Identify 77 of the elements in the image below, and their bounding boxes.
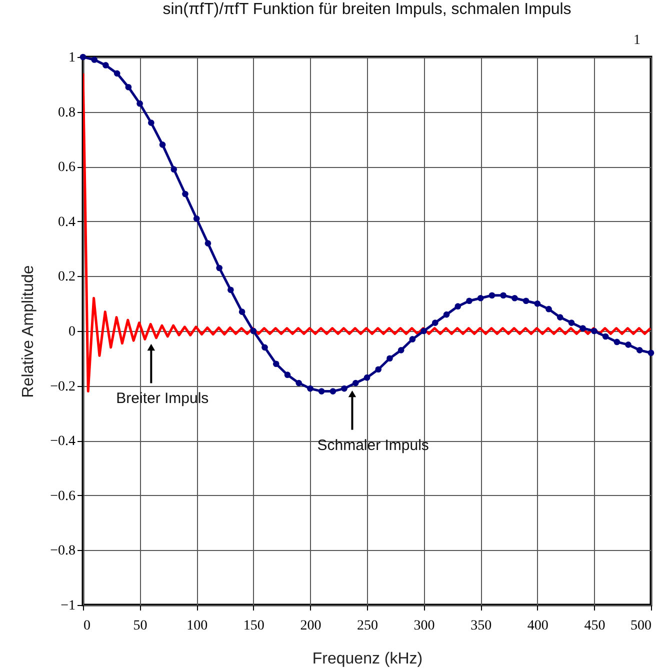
point (341, 385, 348, 392)
x-tick-label: 0 (84, 618, 90, 634)
y-tick-label: −0.8 (50, 544, 76, 559)
point (420, 328, 427, 334)
point (614, 338, 620, 346)
point (216, 264, 222, 272)
y-tick-label: 0.2 (58, 270, 76, 285)
x-tick-label: 350 (470, 618, 492, 634)
point (114, 70, 120, 77)
point (159, 142, 166, 148)
point (648, 350, 654, 356)
point (125, 84, 132, 90)
point (182, 190, 188, 198)
point (568, 320, 575, 326)
text: 1 (634, 33, 640, 48)
point (580, 325, 586, 332)
point (443, 311, 450, 318)
point (296, 380, 302, 386)
point (398, 347, 404, 354)
point (432, 320, 438, 326)
point (330, 388, 336, 394)
point (284, 372, 291, 378)
point (170, 166, 178, 172)
y-tick-label: 0.4 (58, 214, 76, 230)
point (591, 328, 598, 334)
x-tick-label: 150 (243, 618, 264, 634)
point (556, 314, 564, 320)
y-tick-label: −0.6 (50, 488, 76, 504)
x-axis-title: Frequenz (kHz) (312, 650, 423, 668)
point (272, 360, 280, 368)
point (386, 355, 393, 362)
point (307, 385, 314, 392)
point (352, 380, 359, 386)
point (364, 374, 370, 381)
y-tick-label: −1 (60, 598, 76, 614)
point (534, 300, 541, 307)
y-tick-label: 0 (68, 324, 76, 340)
point (512, 294, 518, 302)
x-tick-label: 200 (300, 618, 322, 634)
point (602, 333, 609, 340)
point (228, 286, 234, 294)
point (204, 240, 212, 246)
point (136, 100, 143, 107)
point (625, 342, 632, 348)
point (193, 216, 200, 222)
x-tick-label: 500 (630, 618, 652, 634)
point (80, 54, 86, 60)
chart-title: sin(πfT)/πfT Funktion für breiten Impuls, schmalen Impuls (162, 1, 572, 18)
y-axis-title: Relative Amplitude (20, 265, 38, 398)
point (238, 308, 246, 315)
x-tick-label: 300 (414, 618, 435, 634)
x-tick-label: 250 (357, 618, 378, 634)
point (477, 294, 484, 302)
x-tick-label: 50 (133, 618, 148, 634)
point (318, 388, 325, 394)
y-tick-label: −0.2 (50, 379, 76, 394)
y-tick-label: −0.4 (50, 434, 76, 450)
x-tick-label: 450 (584, 618, 606, 634)
y-tick-label: 0.6 (58, 160, 76, 176)
point (454, 303, 462, 310)
point (636, 347, 643, 354)
point (546, 306, 552, 312)
x-tick-label: 400 (527, 618, 548, 634)
point (102, 62, 109, 68)
point (522, 298, 530, 304)
point (409, 336, 416, 342)
point (262, 344, 268, 351)
point (91, 56, 98, 63)
y-tick-label: 0.8 (58, 105, 76, 120)
point (500, 292, 506, 299)
point (148, 120, 154, 126)
x-tick-label: 100 (186, 618, 208, 634)
point (375, 366, 382, 373)
point (250, 328, 257, 334)
y-tick-label: 1 (68, 50, 76, 66)
point (466, 298, 472, 304)
point (488, 292, 496, 299)
